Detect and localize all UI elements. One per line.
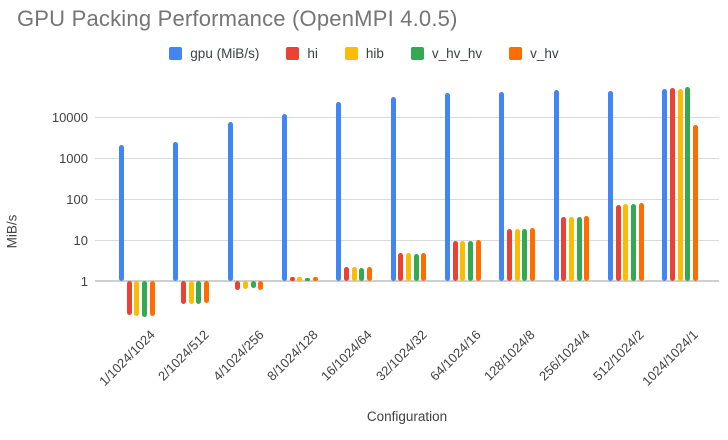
legend-swatch-icon xyxy=(410,47,424,60)
gridline xyxy=(95,239,719,241)
chart-legend: gpu (MiB/s) hi hib v_hv_hv v_hv xyxy=(0,46,728,61)
bar xyxy=(173,142,179,282)
bar xyxy=(204,281,210,303)
y-tick-label: 1 xyxy=(80,273,88,289)
bar xyxy=(608,90,614,282)
bar xyxy=(134,281,140,316)
bar xyxy=(584,215,590,282)
y-tick-label: 1000 xyxy=(59,151,88,167)
bar xyxy=(398,253,404,282)
x-baseline xyxy=(95,280,719,283)
y-tick-label: 10000 xyxy=(51,110,88,126)
bar xyxy=(561,217,567,282)
bar xyxy=(344,267,350,282)
chart-title: GPU Packing Performance (OpenMPI 4.0.5) xyxy=(17,6,458,31)
legend-item: v_hv_hv xyxy=(410,46,483,61)
bar xyxy=(390,97,396,282)
bar xyxy=(670,87,676,282)
bar xyxy=(282,114,288,282)
bar xyxy=(188,281,194,304)
bar xyxy=(235,281,241,291)
bar xyxy=(250,281,256,288)
bar xyxy=(413,253,419,282)
x-axis-title: Configuration xyxy=(366,409,448,424)
bar xyxy=(359,268,365,282)
legend-swatch-icon xyxy=(509,47,523,60)
bar xyxy=(305,278,311,282)
bar xyxy=(576,216,582,282)
bar xyxy=(149,281,155,317)
bar xyxy=(693,125,699,282)
x-tick-label: 128/1024/8 xyxy=(481,327,538,384)
bar xyxy=(421,252,427,282)
bar xyxy=(142,281,148,317)
bar xyxy=(196,281,202,304)
bar xyxy=(312,277,318,282)
bar xyxy=(685,87,691,282)
bar xyxy=(181,281,187,304)
bar xyxy=(243,281,249,289)
y-axis-title: MiB/s xyxy=(4,214,20,249)
legend-item: gpu (MiB/s) xyxy=(169,46,259,61)
bar xyxy=(638,203,644,282)
bar xyxy=(615,204,621,282)
bar xyxy=(475,239,481,282)
x-tick-label: 8/1024/128 xyxy=(263,327,321,384)
bar xyxy=(227,121,233,282)
bar xyxy=(126,281,132,315)
bar xyxy=(406,253,412,282)
legend-label: v_hv_hv xyxy=(431,46,483,61)
legend-item: hib xyxy=(344,46,384,61)
x-tick-label: 1024/1024/1 xyxy=(639,327,701,389)
legend-label: v_hv xyxy=(530,46,559,61)
bar xyxy=(460,241,466,282)
x-tick-label: 64/1024/16 xyxy=(426,327,484,384)
bar xyxy=(530,228,536,282)
y-tick-label: 10 xyxy=(73,232,88,248)
legend-label: gpu (MiB/s) xyxy=(190,46,260,61)
bar xyxy=(514,228,520,282)
x-tick-label: 4/1024/256 xyxy=(209,327,267,384)
legend-label: hi xyxy=(307,46,318,61)
bar xyxy=(452,241,458,282)
gridline xyxy=(95,117,719,119)
bar xyxy=(119,145,125,282)
bar xyxy=(468,240,474,282)
bar xyxy=(297,276,303,282)
bar xyxy=(336,102,342,282)
gridline xyxy=(95,158,719,160)
legend-swatch-icon xyxy=(344,47,358,60)
bar xyxy=(569,216,575,282)
bar xyxy=(623,203,629,282)
legend-item: v_hv xyxy=(509,46,559,61)
bar xyxy=(631,204,637,282)
bar xyxy=(258,281,264,291)
bar xyxy=(507,228,513,282)
bar xyxy=(553,90,559,282)
bar xyxy=(522,228,528,282)
x-tick-label: 512/1024/2 xyxy=(589,327,647,384)
y-tick-label: 100 xyxy=(66,192,88,207)
legend-label: hib xyxy=(365,46,384,61)
x-tick-label: 256/1024/4 xyxy=(535,327,593,384)
x-tick-label: 16/1024/64 xyxy=(318,327,375,384)
gridline xyxy=(95,199,719,200)
bar xyxy=(677,88,683,282)
bar xyxy=(351,267,357,282)
legend-swatch-icon xyxy=(169,47,183,60)
bar xyxy=(662,89,668,282)
bar xyxy=(445,92,451,282)
x-tick-label: 32/1024/32 xyxy=(372,327,430,384)
legend-swatch-icon xyxy=(286,47,300,60)
bar xyxy=(367,266,373,282)
x-tick-label: 2/1024/512 xyxy=(155,327,212,384)
x-tick-label: 1/1024/1024 xyxy=(95,327,158,389)
legend-item: hi xyxy=(286,46,318,61)
bar xyxy=(289,276,295,282)
bar xyxy=(499,91,505,282)
